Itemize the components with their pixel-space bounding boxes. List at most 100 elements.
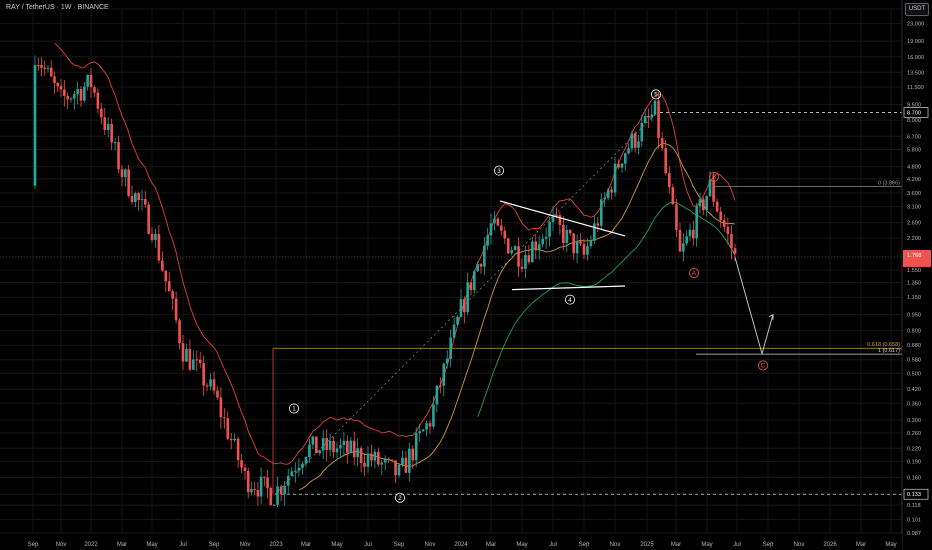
y-tick-label: 5.800 — [907, 147, 921, 153]
y-tick-label: 2.600 — [907, 221, 921, 227]
y-tick-label: 0.190 — [907, 460, 921, 466]
candle-body — [253, 489, 256, 491]
candle-body — [383, 458, 387, 463]
candle-body — [370, 453, 373, 461]
wave-label: 3 — [497, 168, 501, 175]
candle-body — [103, 117, 107, 130]
candle-body — [610, 189, 613, 193]
candle-body — [534, 241, 538, 251]
candle-body — [380, 462, 384, 465]
x-tick-label: 2022 — [84, 542, 98, 548]
candle-body — [110, 123, 113, 143]
candle-body — [503, 230, 507, 239]
candle-body — [290, 471, 294, 476]
candle-body — [486, 235, 489, 246]
y-tick-label: 0.260 — [907, 431, 921, 437]
candle-body — [164, 270, 168, 282]
wave-circle — [758, 360, 769, 371]
candle-body — [627, 148, 630, 154]
candle-body — [624, 153, 627, 164]
candle-body — [650, 114, 653, 118]
candle-body — [33, 65, 37, 186]
x-tick-label: Nov — [56, 542, 67, 548]
y-tick-label: 0.087 — [907, 531, 921, 537]
candle-body — [565, 229, 569, 243]
candle-body — [205, 385, 209, 387]
candle-body — [489, 223, 493, 236]
candle-body — [733, 248, 737, 254]
x-tick-label: Sep — [394, 542, 405, 548]
y-tick-label: 0.101 — [907, 517, 921, 523]
candle-body — [493, 218, 496, 224]
y-tick-label: 0.580 — [907, 358, 921, 364]
candle-body — [311, 436, 315, 445]
y-tick-label: 4.200 — [907, 177, 921, 183]
candle-body — [256, 490, 260, 497]
x-tick-label: Nov — [610, 542, 621, 548]
candle-body — [548, 222, 551, 237]
currency-unit-button[interactable]: USDT — [905, 3, 929, 16]
candle-body — [428, 423, 432, 427]
candle-body — [195, 359, 199, 361]
candle-body — [157, 234, 161, 261]
wave-circle — [651, 89, 662, 100]
candle-body — [685, 236, 688, 244]
y-tick-label: 1.550 — [907, 268, 921, 274]
candle-body — [692, 229, 695, 239]
candle-body — [36, 65, 40, 67]
candle-body — [188, 348, 192, 370]
candle-body — [373, 451, 377, 461]
candle-body — [524, 255, 527, 269]
candle-body — [579, 241, 582, 244]
candle-body — [705, 196, 708, 211]
wave-circle — [689, 267, 700, 278]
x-tick-label: Sep — [763, 542, 774, 548]
band-lower — [477, 201, 736, 417]
candle-body — [53, 76, 56, 84]
wave-circle — [709, 171, 720, 182]
candle-body — [620, 163, 624, 168]
wave-label: C — [761, 363, 766, 370]
candle-body — [682, 243, 685, 252]
candle-body — [272, 504, 276, 506]
candle-body — [346, 440, 349, 453]
candle-body — [527, 255, 531, 263]
swing-low-box — [903, 488, 929, 500]
y-tick-label: 0.950 — [907, 313, 921, 319]
y-tick-label: 0.360 — [907, 401, 921, 407]
x-tick-label: 2024 — [454, 542, 468, 548]
price-axis[interactable]: 27.00023.00019.00016.00013.50011.5009.50… — [901, 0, 932, 550]
candle-body — [259, 476, 263, 497]
candle-body — [315, 436, 318, 454]
candle-body — [174, 298, 178, 321]
candle-body — [178, 320, 181, 344]
candle-body — [171, 291, 174, 299]
projection-path — [734, 257, 774, 356]
wave-label: A — [692, 270, 697, 277]
candle-body — [456, 316, 459, 325]
candle-body — [432, 404, 435, 427]
candle-body — [297, 467, 301, 471]
x-tick-label: 2025 — [640, 542, 654, 548]
y-tick-label: 3.100 — [907, 205, 921, 211]
candle-body — [301, 463, 304, 468]
candle-body — [722, 220, 726, 227]
symbol-header: RAY / TetherUS · 1W · BINANCE — [6, 4, 109, 11]
candle-body — [339, 445, 342, 449]
x-tick-label: Jul — [179, 542, 187, 548]
candle-body — [216, 390, 219, 398]
x-tick-label: Mar — [301, 542, 311, 548]
candle-body — [606, 189, 610, 199]
candle-body — [390, 459, 394, 461]
candle-body — [637, 141, 640, 148]
candle-body — [408, 448, 411, 473]
candle-body — [633, 133, 637, 148]
candle-body — [537, 244, 541, 251]
time-axis[interactable]: Sep Nov 2022 Mar May Jul Sep Nov 2023 Mar May Jul Se… — [0, 534, 902, 550]
y-tick-label: 0.500 — [907, 371, 921, 377]
candle-body — [236, 438, 240, 461]
candle-body — [86, 75, 89, 87]
candle-body — [617, 163, 620, 168]
candle-body — [653, 100, 657, 115]
